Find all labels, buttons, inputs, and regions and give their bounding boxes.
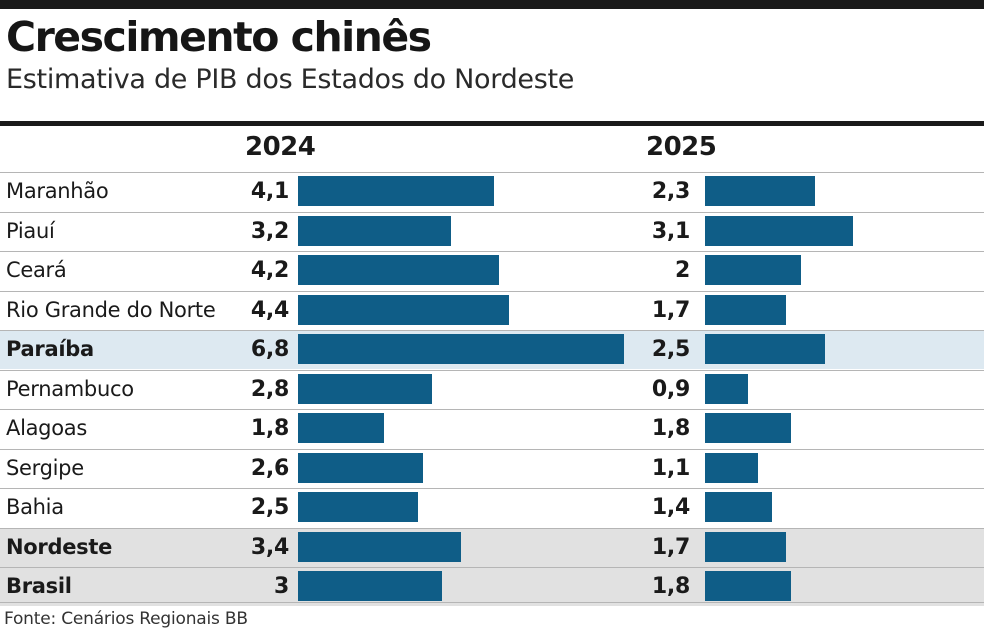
chart-subtitle: Estimativa de PIB dos Estados do Nordest… [6, 64, 575, 95]
data-label-2024: 4,4 [250, 297, 289, 323]
row-divider [0, 488, 984, 489]
bar-2025 [705, 571, 792, 601]
category-label: Bahia [6, 495, 64, 519]
bar-2024 [298, 452, 423, 483]
category-label: Nordeste [6, 534, 113, 559]
data-label-2025: 0,9 [651, 376, 690, 402]
table-row: Sergipe 2,6 1,1 [0, 448, 984, 488]
bar-2024 [298, 571, 442, 601]
data-label-2025: 3,1 [651, 218, 690, 244]
row-divider [0, 211, 984, 213]
category-label: Pernambuco [6, 376, 134, 401]
data-label-2024: 1,8 [250, 416, 289, 441]
data-label-2025: 1,8 [651, 574, 690, 599]
data-label-2025: 1,7 [651, 297, 690, 323]
category-label: Alagoas [6, 416, 87, 440]
data-label-2024: 4,2 [250, 258, 289, 283]
bar-2025 [705, 373, 749, 404]
data-label-2024: 2,8 [250, 376, 289, 402]
source-note: Fonte: Cenários Regionais BB [4, 609, 248, 629]
bar-2024 [298, 294, 509, 325]
bar-2025 [705, 531, 787, 562]
row-divider [0, 527, 984, 529]
data-label-2025: 1,8 [651, 416, 690, 441]
table-row: Piauí 3,2 3,1 [0, 211, 984, 251]
row-divider [0, 330, 984, 331]
data-label-2025: 2,3 [651, 179, 690, 204]
bar-2024 [298, 492, 418, 522]
data-label-2025: 2,5 [651, 337, 690, 362]
bottom-rule [0, 602, 984, 603]
row-divider [0, 567, 984, 568]
bar-2025 [705, 215, 854, 246]
chart-title: Crescimento chinês [6, 13, 432, 61]
table-row: Ceará 4,2 2 [0, 251, 984, 290]
data-label-2024: 3,4 [250, 534, 289, 560]
data-label-2024: 2,6 [250, 455, 289, 481]
bar-2025 [705, 294, 787, 325]
bar-2025 [705, 255, 801, 285]
row-divider [0, 369, 984, 371]
category-label: Piauí [6, 218, 55, 243]
table-row: Bahia 2,5 1,4 [0, 488, 984, 527]
data-label-2024: 3 [273, 574, 289, 599]
category-label: Ceará [6, 258, 67, 282]
table-row: Alagoas 1,8 1,8 [0, 409, 984, 448]
bar-2024 [298, 373, 433, 404]
bar-2024 [298, 255, 500, 285]
data-label-2024: 2,5 [250, 495, 289, 520]
row-divider [0, 448, 984, 450]
category-label: Paraíba [6, 337, 94, 361]
table-row: Pernambuco 2,8 0,9 [0, 369, 984, 409]
bar-2025 [705, 452, 758, 483]
category-label: Sergipe [6, 455, 84, 480]
bar-2024 [298, 334, 624, 364]
data-label-2025: 1,7 [651, 534, 690, 560]
bar-2025 [705, 492, 773, 522]
bar-2025 [705, 176, 816, 206]
row-divider [0, 290, 984, 292]
data-label-2024: 4,1 [250, 179, 289, 204]
bar-2024 [298, 531, 461, 562]
bar-2025 [705, 334, 825, 364]
table-row: Nordeste 3,4 1,7 [0, 527, 984, 567]
bar-2025 [705, 413, 792, 443]
row-divider [0, 172, 984, 173]
row-divider [0, 409, 984, 410]
category-label: Brasil [6, 574, 72, 598]
category-label: Rio Grande do Norte [6, 297, 216, 322]
data-label-2024: 6,8 [250, 337, 289, 362]
data-label-2025: 1,1 [651, 455, 690, 481]
data-label-2025: 1,4 [651, 495, 690, 520]
bar-2024 [298, 215, 452, 246]
data-label-2025: 2 [674, 258, 690, 283]
category-label: Maranhão [6, 179, 109, 203]
bar-2024 [298, 413, 385, 443]
column-header-2025: 2025 [646, 132, 717, 162]
table-row: Paraíba 6,8 2,5 [0, 330, 984, 369]
row-divider [0, 251, 984, 252]
table-row: Rio Grande do Norte 4,4 1,7 [0, 290, 984, 330]
top-rule [0, 0, 984, 9]
bar-2024 [298, 176, 495, 206]
data-label-2024: 3,2 [250, 218, 289, 244]
header-rule [0, 121, 984, 126]
column-header-2024: 2024 [245, 132, 316, 162]
table-row: Maranhão 4,1 2,3 [0, 172, 984, 211]
table-row: Brasil 3 1,8 [0, 567, 984, 606]
